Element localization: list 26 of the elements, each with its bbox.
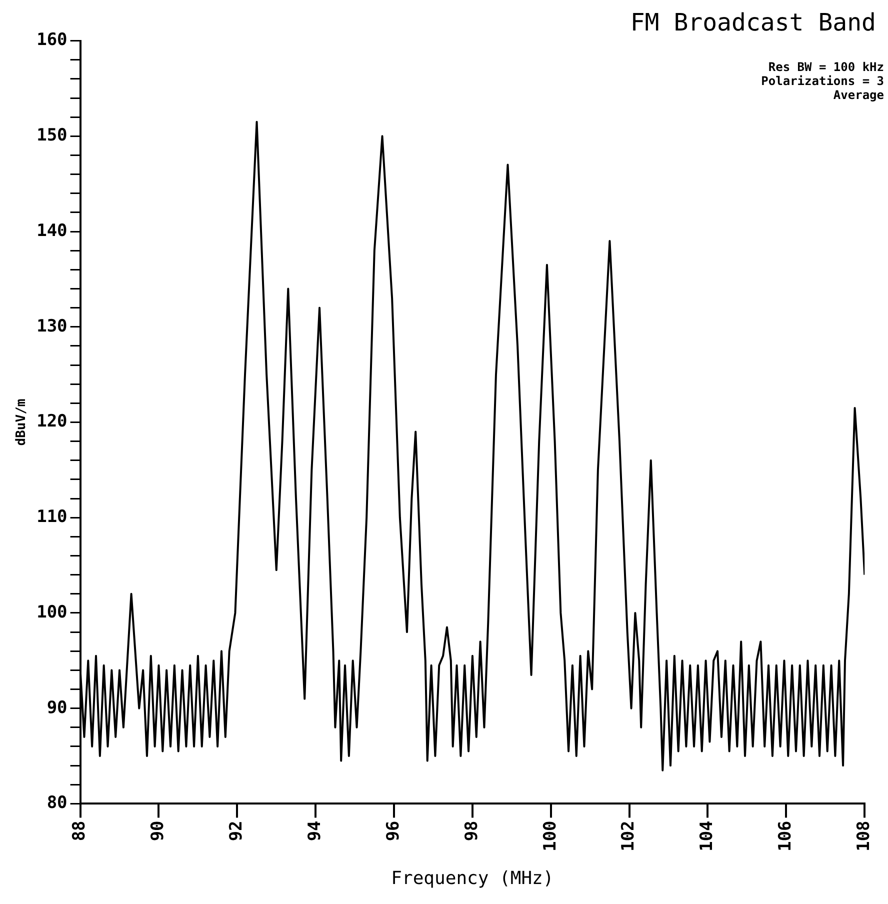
- x-tick-label: 106: [776, 820, 796, 852]
- y-tick-label: 90: [46, 698, 68, 718]
- y-tick-label: 160: [36, 30, 68, 50]
- y-tick-label: 150: [36, 126, 68, 146]
- x-axis-title: Frequency (MHz): [391, 868, 554, 889]
- y-tick-label: 100: [36, 602, 68, 622]
- annotation: Polarizations = 3: [761, 74, 884, 88]
- y-axis-title: dBuV/m: [14, 398, 30, 446]
- x-tick-label: 98: [462, 820, 482, 842]
- x-tick-label: 90: [148, 820, 168, 842]
- x-tick-label: 92: [226, 820, 247, 842]
- x-tick-label: 96: [383, 820, 404, 842]
- x-tick-label: 108: [854, 820, 874, 852]
- y-tick-label: 120: [36, 412, 68, 432]
- x-tick-label: 104: [697, 820, 718, 852]
- y-tick-label: 80: [46, 793, 68, 814]
- x-tick-label: 88: [70, 820, 90, 842]
- y-tick-label: 140: [36, 220, 68, 241]
- y-tick-label: 110: [36, 507, 68, 528]
- x-tick-label: 102: [618, 820, 639, 852]
- x-tick-label: 94: [305, 820, 326, 842]
- annotation: Res BW = 100 kHz: [768, 60, 884, 74]
- annotation: Average: [833, 88, 884, 102]
- chart-title: FM Broadcast Band: [630, 8, 876, 37]
- y-tick-label: 130: [36, 316, 68, 336]
- x-tick-label: 100: [540, 820, 560, 852]
